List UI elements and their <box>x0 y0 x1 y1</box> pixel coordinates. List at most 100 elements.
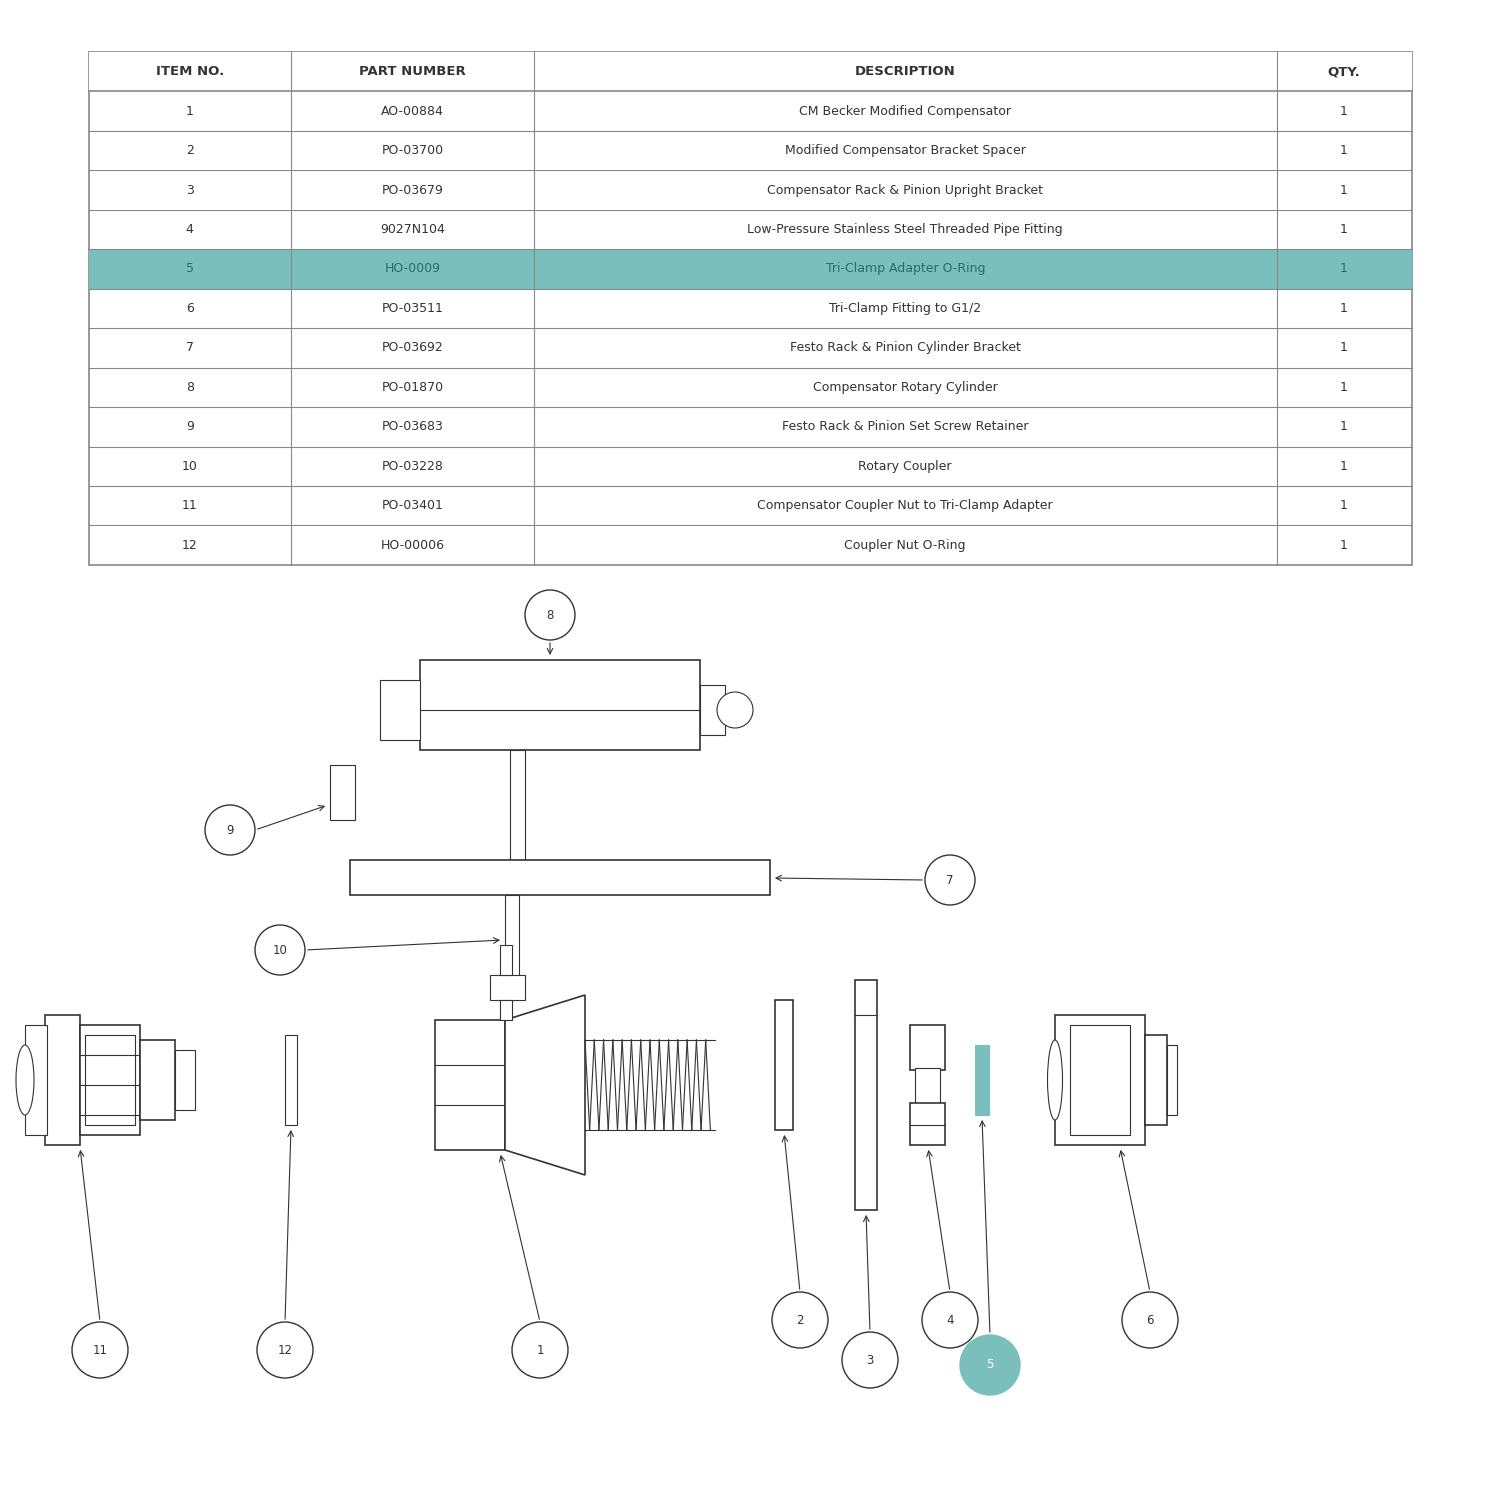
Bar <box>975 1046 988 1114</box>
Text: Festo Rack & Pinion Set Screw Retainer: Festo Rack & Pinion Set Screw Retainer <box>782 420 1029 434</box>
Bar <box>176 1050 195 1110</box>
Bar <box>700 686 724 735</box>
Bar <box>910 1024 945 1069</box>
Circle shape <box>772 1292 828 1348</box>
Polygon shape <box>506 994 585 1174</box>
Bar <box>915 1068 940 1106</box>
Bar <box>490 975 525 1000</box>
Text: 1: 1 <box>1340 420 1348 434</box>
Text: Low-Pressure Stainless Steel Threaded Pipe Fitting: Low-Pressure Stainless Steel Threaded Pi… <box>747 224 1064 236</box>
Bar <box>776 1000 794 1130</box>
Text: 1: 1 <box>1340 105 1348 117</box>
Circle shape <box>72 1322 128 1378</box>
Bar <box>510 750 525 870</box>
Bar <box>1070 1024 1130 1136</box>
Text: DESCRIPTION: DESCRIPTION <box>855 64 956 78</box>
Bar <box>330 765 356 820</box>
Bar <box>350 859 770 895</box>
Text: PO-01870: PO-01870 <box>381 381 444 394</box>
Bar <box>380 680 420 740</box>
Text: 4: 4 <box>186 224 194 236</box>
Bar <box>1167 1046 1178 1114</box>
Text: PO-03700: PO-03700 <box>381 144 444 158</box>
Circle shape <box>256 1322 313 1378</box>
Bar <box>500 945 512 975</box>
Text: PART NUMBER: PART NUMBER <box>358 64 466 78</box>
Text: HO-0009: HO-0009 <box>384 262 441 276</box>
Text: AO-00884: AO-00884 <box>381 105 444 117</box>
Circle shape <box>960 1335 1020 1395</box>
Text: 9: 9 <box>226 824 234 837</box>
Text: PO-03401: PO-03401 <box>381 500 444 512</box>
Text: 10: 10 <box>182 460 198 472</box>
Circle shape <box>842 1332 898 1388</box>
Text: Tri-Clamp Adapter O-Ring: Tri-Clamp Adapter O-Ring <box>825 262 986 276</box>
Text: 11: 11 <box>93 1344 108 1356</box>
Text: 1: 1 <box>1340 500 1348 512</box>
Text: 1: 1 <box>1340 262 1348 276</box>
Text: 9: 9 <box>186 420 194 434</box>
Text: Coupler Nut O-Ring: Coupler Nut O-Ring <box>844 538 966 552</box>
Circle shape <box>922 1292 978 1348</box>
Bar <box>500 1000 512 1020</box>
Text: 1: 1 <box>1340 460 1348 472</box>
Text: PO-03228: PO-03228 <box>381 460 444 472</box>
Text: 1: 1 <box>1340 302 1348 315</box>
Text: 1: 1 <box>1340 381 1348 394</box>
Bar <box>88 249 1411 288</box>
Text: 9027N104: 9027N104 <box>380 224 446 236</box>
Text: 10: 10 <box>273 944 288 957</box>
Text: 3: 3 <box>867 1353 873 1366</box>
Text: Festo Rack & Pinion Cylinder Bracket: Festo Rack & Pinion Cylinder Bracket <box>790 342 1020 354</box>
Bar <box>420 660 700 750</box>
Text: Modified Compensator Bracket Spacer: Modified Compensator Bracket Spacer <box>784 144 1026 158</box>
Text: 12: 12 <box>182 538 198 552</box>
Text: 12: 12 <box>278 1344 292 1356</box>
Text: Compensator Rotary Cylinder: Compensator Rotary Cylinder <box>813 381 998 394</box>
Text: 11: 11 <box>182 500 198 512</box>
Text: 6: 6 <box>1146 1314 1154 1326</box>
Text: CM Becker Modified Compensator: CM Becker Modified Compensator <box>800 105 1011 117</box>
Text: 1: 1 <box>1340 538 1348 552</box>
Bar <box>26 1024 46 1136</box>
Bar <box>435 1020 506 1150</box>
Text: 6: 6 <box>186 302 194 315</box>
Circle shape <box>1122 1292 1178 1348</box>
Bar <box>1054 1016 1144 1144</box>
Circle shape <box>255 926 304 975</box>
Text: 2: 2 <box>186 144 194 158</box>
Bar <box>80 1024 140 1136</box>
Text: 2: 2 <box>796 1314 804 1326</box>
Ellipse shape <box>16 1046 34 1114</box>
Text: 8: 8 <box>546 609 554 621</box>
Text: 1: 1 <box>537 1344 543 1356</box>
Bar <box>88 53 1411 92</box>
Text: Compensator Rack & Pinion Upright Bracket: Compensator Rack & Pinion Upright Bracke… <box>766 183 1044 196</box>
Circle shape <box>206 806 255 855</box>
Text: Rotary Coupler: Rotary Coupler <box>858 460 952 472</box>
Text: Tri-Clamp Fitting to G1/2: Tri-Clamp Fitting to G1/2 <box>830 302 981 315</box>
Text: 1: 1 <box>1340 144 1348 158</box>
Circle shape <box>512 1322 568 1378</box>
Text: PO-03692: PO-03692 <box>381 342 444 354</box>
Text: 7: 7 <box>946 873 954 886</box>
Text: 1: 1 <box>1340 342 1348 354</box>
Bar <box>285 1035 297 1125</box>
Bar <box>86 1035 135 1125</box>
Bar <box>45 1016 80 1144</box>
Bar <box>910 1102 945 1144</box>
Text: PO-03679: PO-03679 <box>381 183 444 196</box>
Text: PO-03511: PO-03511 <box>381 302 444 315</box>
Text: Compensator Coupler Nut to Tri-Clamp Adapter: Compensator Coupler Nut to Tri-Clamp Ada… <box>758 500 1053 512</box>
Text: HO-00006: HO-00006 <box>381 538 444 552</box>
Text: 5: 5 <box>987 1359 993 1371</box>
Text: 1: 1 <box>186 105 194 117</box>
Circle shape <box>717 692 753 728</box>
Circle shape <box>926 855 975 904</box>
Text: 4: 4 <box>946 1314 954 1326</box>
Text: 1: 1 <box>1340 183 1348 196</box>
Ellipse shape <box>1047 1040 1062 1120</box>
Text: 7: 7 <box>186 342 194 354</box>
Bar <box>140 1040 176 1120</box>
Bar <box>480 868 550 889</box>
